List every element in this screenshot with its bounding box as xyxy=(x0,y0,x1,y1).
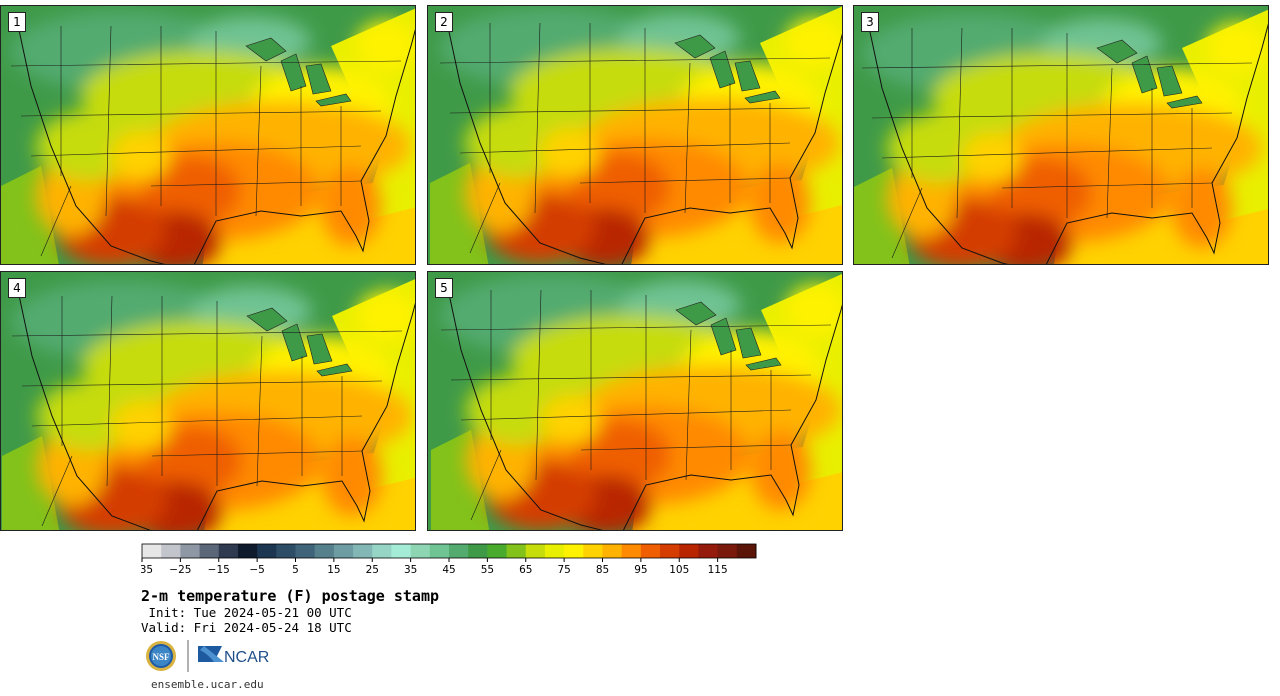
ncar-logo: NCAR xyxy=(198,646,269,666)
colorbar-swatch xyxy=(410,544,431,558)
map-panel-2: 2 xyxy=(427,5,843,265)
colorbar-swatch xyxy=(717,544,738,558)
init-time: Init: Tue 2024-05-21 00 UTC xyxy=(141,605,352,620)
colorbar-tick-label: 115 xyxy=(708,564,728,576)
colorbar-tick-label: −35 xyxy=(141,564,153,576)
panel-number: 5 xyxy=(435,278,453,298)
map-panel-3: 3 xyxy=(853,5,1269,265)
colorbar-tick-label: 105 xyxy=(669,564,689,576)
colorbar-tick-label: −15 xyxy=(208,564,230,576)
temperature-map xyxy=(428,272,843,531)
panel-number: 2 xyxy=(435,12,453,32)
valid-time: Valid: Fri 2024-05-24 18 UTC xyxy=(141,620,352,635)
colorbar-swatch xyxy=(468,544,488,558)
colorbar-swatch xyxy=(218,544,239,558)
temperature-map xyxy=(1,6,416,265)
colorbar-swatch xyxy=(583,544,603,558)
map-panel-4: 4 xyxy=(0,271,416,531)
colorbar-swatch xyxy=(391,544,412,558)
temperature-map xyxy=(1,272,416,531)
colorbar-swatch xyxy=(429,544,450,558)
logos: NSF NCAR xyxy=(144,636,274,676)
colorbar-tick-label: 85 xyxy=(596,564,609,576)
colorbar-swatch xyxy=(353,544,373,558)
colorbar-swatch xyxy=(736,544,757,558)
colorbar-tick-label: 15 xyxy=(327,564,340,576)
colorbar-swatch xyxy=(257,544,277,558)
colorbar-tick-label: 35 xyxy=(404,564,417,576)
colorbar-swatch xyxy=(237,544,258,558)
colorbar-swatch xyxy=(640,544,661,558)
map-panel-5: 5 xyxy=(427,271,843,531)
colorbar-tick-label: 55 xyxy=(481,564,494,576)
colorbar-tick-label: −25 xyxy=(169,564,191,576)
temperature-map xyxy=(428,6,843,265)
colorbar-swatch xyxy=(199,544,220,558)
colorbar-swatch xyxy=(525,544,546,558)
panel-number: 1 xyxy=(8,12,26,32)
colorbar-swatch xyxy=(333,544,354,558)
colorbar-tick-label: 5 xyxy=(292,564,299,576)
site-url: ensemble.ucar.edu xyxy=(151,678,264,691)
colorbar-swatch xyxy=(295,544,316,558)
colorbar-swatch xyxy=(698,544,719,558)
colorbar-swatch xyxy=(544,544,565,558)
colorbar-swatch xyxy=(161,544,181,558)
temperature-colorbar: −35 −25 −15 −5 5 15 25 35 45 55 65 75 85 95 105 115 xyxy=(141,543,757,576)
chart-title: 2-m temperature (F) postage stamp xyxy=(141,587,440,605)
colorbar-swatch xyxy=(314,544,335,558)
colorbar-tick-label: 65 xyxy=(519,564,532,576)
colorbar-swatch xyxy=(276,544,296,558)
nsf-logo: NSF xyxy=(146,641,176,671)
colorbar-swatch xyxy=(602,544,623,558)
colorbar-swatch xyxy=(564,544,584,558)
panel-number: 4 xyxy=(8,278,26,298)
map-panel-1: 1 xyxy=(0,5,416,265)
colorbar-swatch xyxy=(660,544,680,558)
colorbar-swatch xyxy=(679,544,699,558)
colorbar-tick-label: 45 xyxy=(442,564,455,576)
panel-number: 3 xyxy=(861,12,879,32)
colorbar-swatch xyxy=(372,544,392,558)
colorbar-swatch xyxy=(506,544,527,558)
colorbar-tick-label: 75 xyxy=(557,564,570,576)
colorbar-tick-label: 95 xyxy=(634,564,647,576)
colorbar-tick-label: 25 xyxy=(366,564,379,576)
temperature-map xyxy=(854,6,1269,265)
colorbar-swatch xyxy=(487,544,508,558)
nsf-logo-text: NSF xyxy=(152,652,170,662)
colorbar-swatch xyxy=(180,544,201,558)
colorbar-swatch xyxy=(142,544,162,558)
ncar-logo-text: NCAR xyxy=(224,649,269,666)
colorbar-tick-label: −5 xyxy=(249,564,264,576)
colorbar-swatch xyxy=(621,544,642,558)
colorbar-swatch xyxy=(449,544,469,558)
